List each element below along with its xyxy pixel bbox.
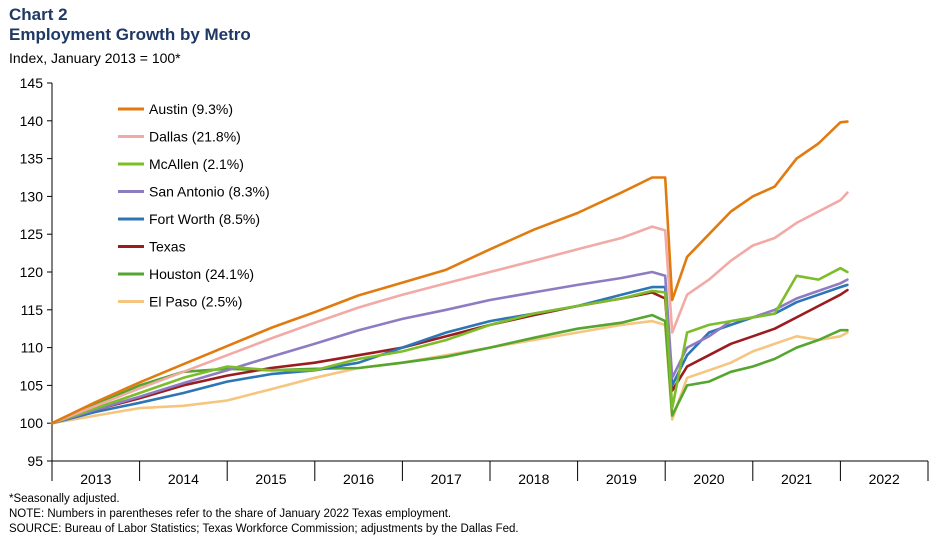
x-tick-label: 2014 [168, 471, 199, 487]
x-tick-label: 2021 [781, 471, 812, 487]
legend: Austin (9.3%) Dallas (21.8%) McAllen (2.1%… [118, 101, 270, 310]
footnote-adjusted: *Seasonally adjusted. [9, 493, 120, 505]
chart-title: Employment Growth by Metro [9, 25, 251, 44]
series-line-austin [50, 120, 849, 425]
y-tick-label: 120 [20, 264, 44, 280]
legend-label-mcallen: McAllen (2.1%) [149, 156, 244, 172]
legend-label-dallas: Dallas (21.8%) [149, 129, 241, 145]
x-tick-label: 2015 [255, 471, 286, 487]
x-tick-label: 2022 [869, 471, 900, 487]
y-tick-label: 95 [27, 453, 43, 469]
y-tick-label: 100 [20, 415, 44, 431]
y-tick-label: 105 [20, 377, 44, 393]
legend-label-texas: Texas [149, 239, 186, 255]
x-tick-label: 2019 [606, 471, 637, 487]
x-tick-label: 2016 [343, 471, 374, 487]
footnote-source: SOURCE: Bureau of Labor Statistics; Texa… [9, 523, 519, 535]
x-tick-label: 2020 [693, 471, 724, 487]
y-tick-label: 130 [20, 188, 44, 204]
y-tick-label: 110 [21, 340, 44, 356]
chart-subtitle: Index, January 2013 = 100* [9, 50, 181, 66]
legend-label-san-antonio: San Antonio (8.3%) [149, 184, 270, 200]
y-tick-label: 135 [20, 151, 44, 167]
series-lines [50, 120, 849, 425]
footnote-note: NOTE: Numbers in parentheses refer to th… [9, 508, 452, 520]
axes: 95 100 105 110 115 120 125 130 135 140 145 2013 2014… [20, 75, 929, 487]
legend-label-houston: Houston (24.1%) [149, 266, 254, 282]
legend-label-austin: Austin (9.3%) [149, 101, 233, 117]
legend-label-fort-worth: Fort Worth (8.5%) [149, 211, 260, 227]
series-line-el-paso [50, 319, 849, 425]
x-tick-label: 2018 [518, 471, 549, 487]
y-tick-label: 145 [20, 75, 44, 91]
series-line-mcallen [50, 266, 849, 425]
legend-label-el-paso: El Paso (2.5%) [149, 294, 242, 310]
chart-label: Chart 2 [9, 5, 68, 24]
y-tick-label: 140 [20, 113, 44, 129]
y-tick-label: 125 [20, 226, 44, 242]
x-tick-label: 2017 [431, 471, 462, 487]
x-tick-label: 2013 [80, 471, 111, 487]
series-line-dallas [50, 191, 849, 425]
y-tick-label: 115 [21, 302, 44, 318]
